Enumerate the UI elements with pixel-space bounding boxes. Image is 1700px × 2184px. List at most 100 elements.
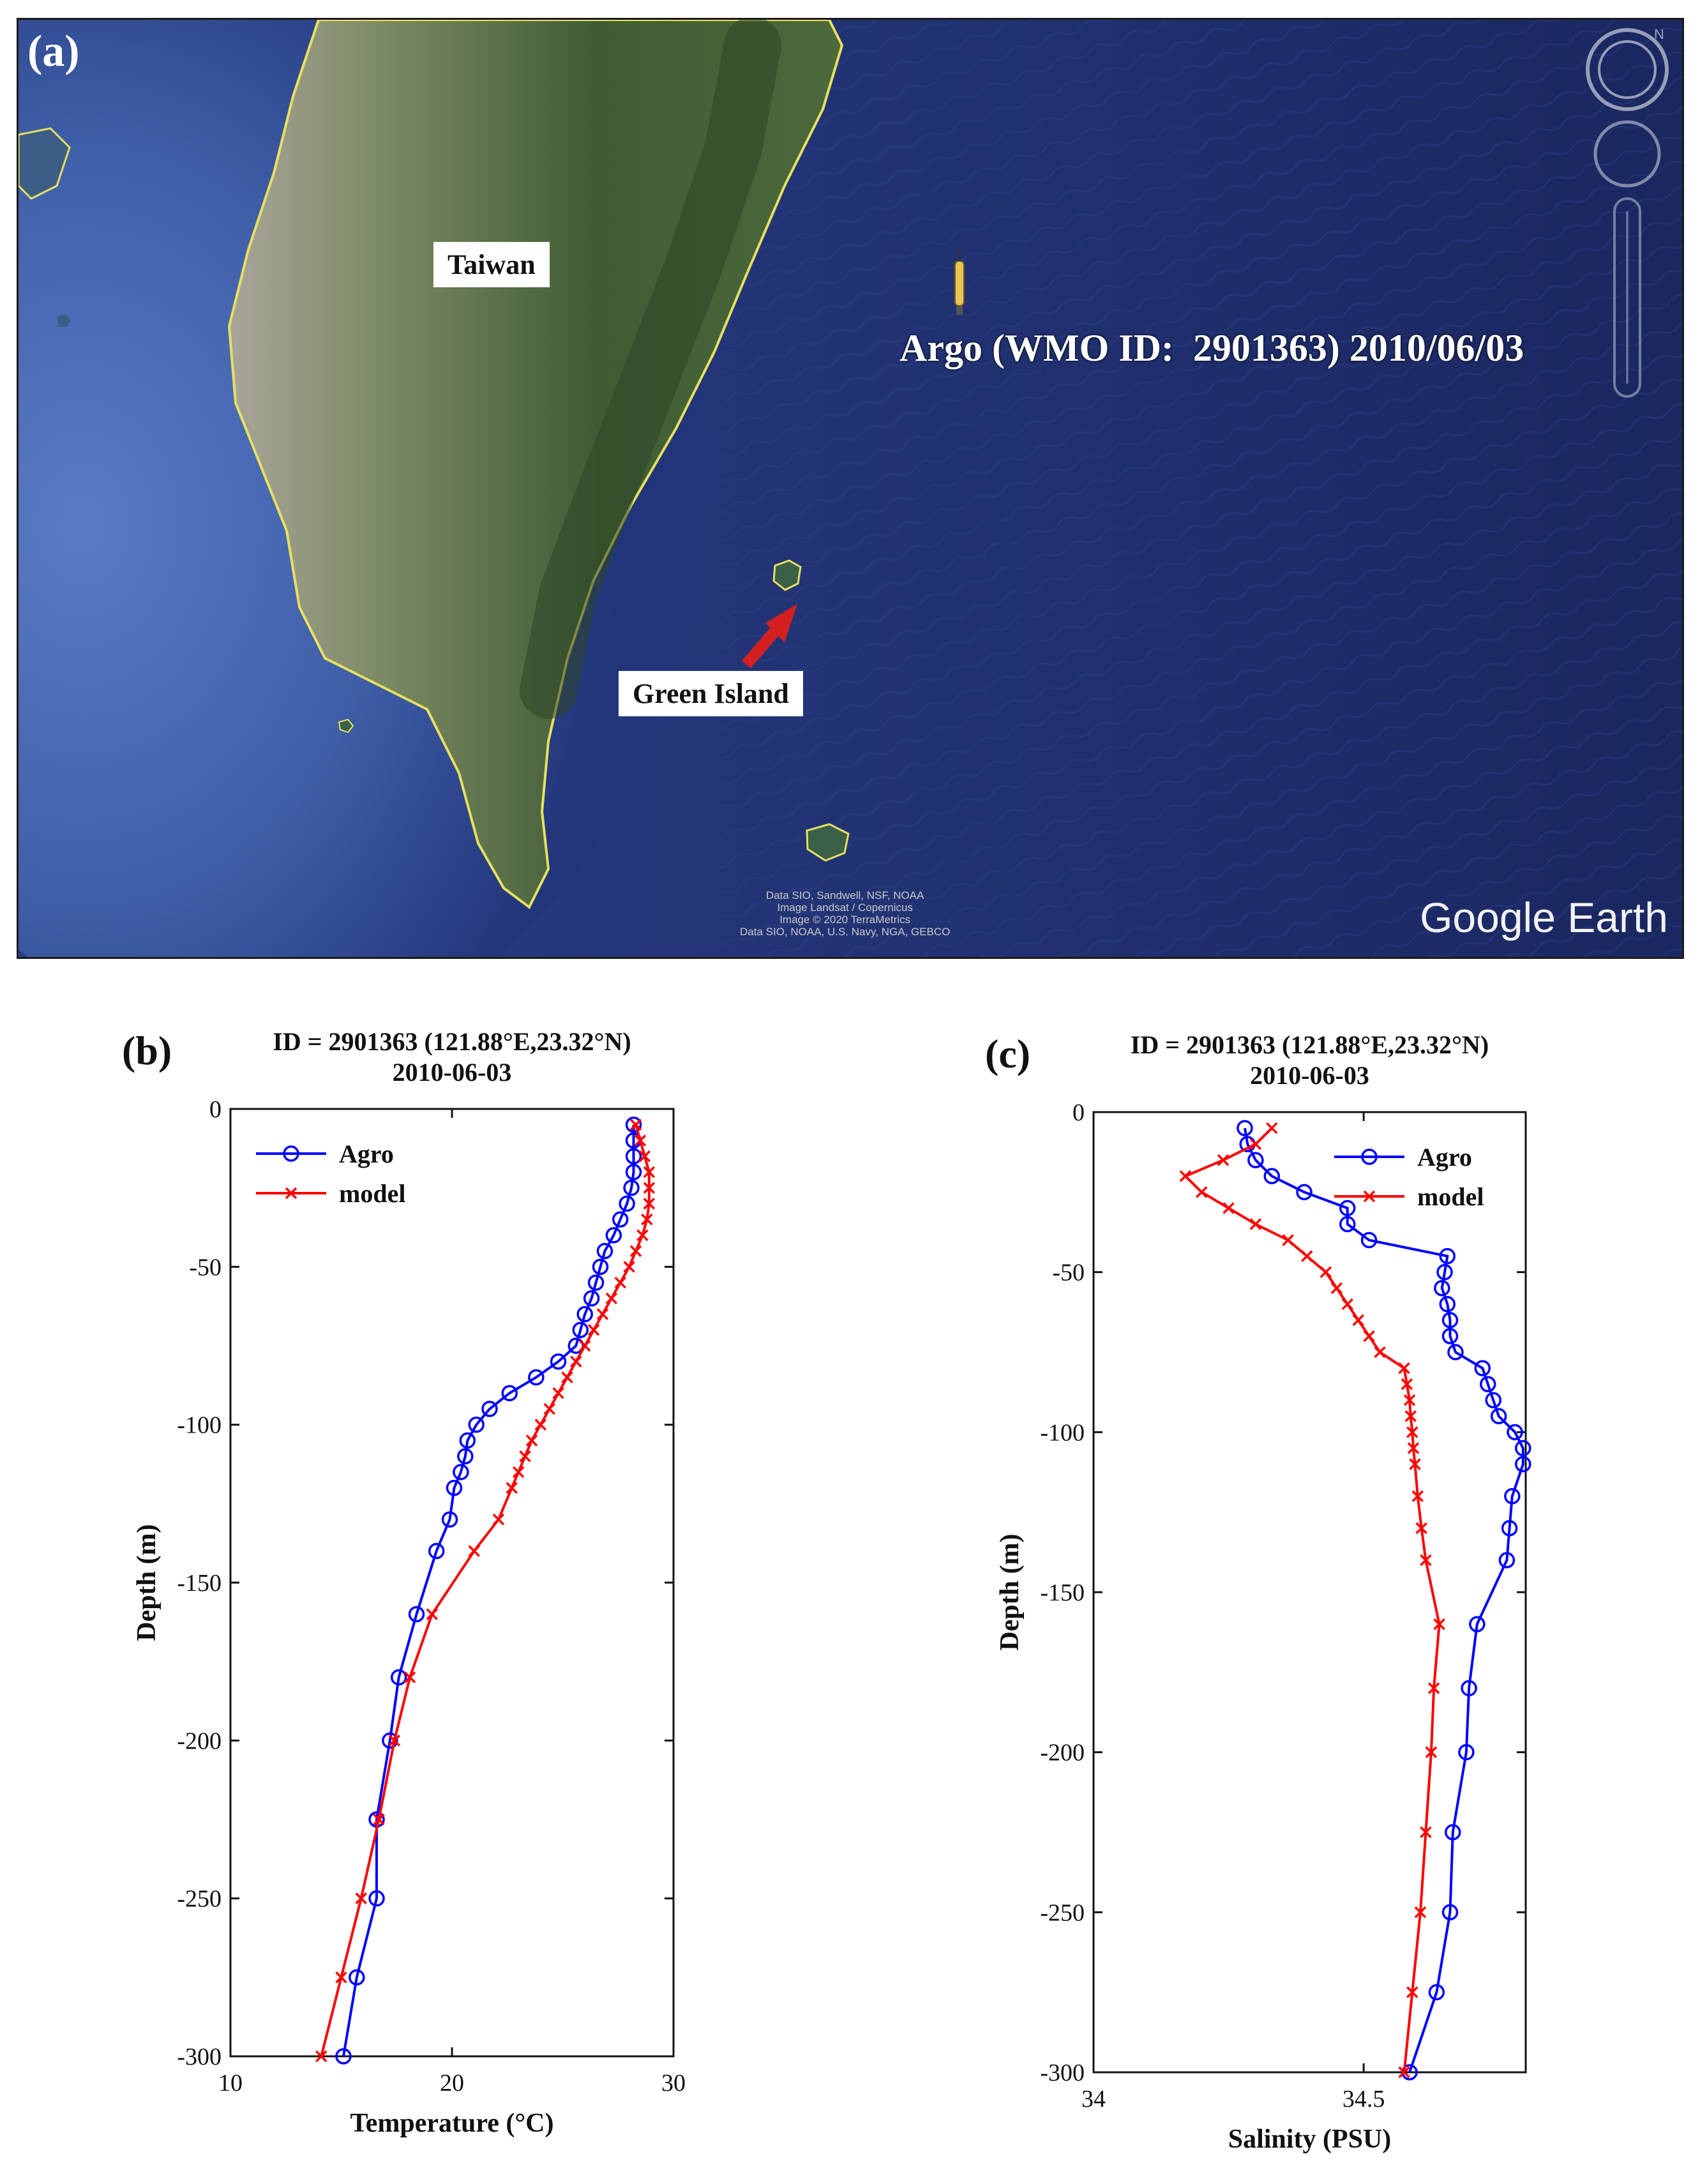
data-point [428,1542,445,1560]
data-point [605,1292,618,1305]
data-point [1427,1682,1440,1694]
data-point [1498,1552,1516,1569]
legend-label: model [1417,1182,1484,1211]
data-point [1301,1250,1313,1262]
data-point [587,1274,605,1291]
data-point [1179,1170,1192,1182]
small-islet [57,314,71,327]
data-point [501,1385,518,1401]
data-point [643,1166,656,1179]
data-point [1485,1392,1501,1408]
data-point [1398,1362,1410,1374]
data-point [568,1337,585,1354]
data-point [1441,1312,1459,1329]
data-point [1441,1328,1459,1344]
legend-entry: model [256,1179,405,1208]
series-line [1244,1127,1524,2073]
red-arrow-icon [742,604,797,668]
data-point [315,2050,327,2063]
data-point [614,1276,626,1289]
data-point [1401,1378,1413,1390]
data-point [1401,2064,1418,2081]
x-axis-label: Salinity (PSU) [1228,2125,1392,2154]
data-point [1461,1680,1477,1697]
data-point [1420,1554,1432,1567]
y-axis-label: Depth (m) [995,1533,1025,1650]
data-point [623,1261,635,1273]
data-point [629,1118,642,1131]
y-tick-label: -150 [1040,1579,1085,1606]
data-point [1415,1522,1427,1534]
series-line [342,1124,635,2057]
data-point [1341,1298,1353,1311]
temperature-profile-chart: (b) ID = 2901363 (121.88°E,23.32°N)2010-0… [122,1027,686,2138]
chart-title: ID = 2901363 (121.88°E,23.32°N) [273,1027,631,1056]
y-tick-label: 0 [1072,1099,1085,1126]
data-point [1266,1122,1278,1134]
data-point [468,1545,480,1557]
data-point [1320,1266,1332,1278]
attribution-line: Data SIO, Sandwell, NSF, NOAA [765,889,924,901]
google-earth-logo: Google Earth [1420,894,1668,941]
legend-label: Agro [339,1140,394,1168]
data-point [1330,1282,1343,1294]
data-point [623,1179,640,1196]
legend-entry: Agro [1334,1143,1472,1171]
data-point [1441,1904,1459,1921]
data-point [596,1242,613,1260]
data-point [1249,1138,1262,1150]
data-point [368,1890,385,1907]
data-point [578,1339,591,1352]
data-point [634,1134,647,1147]
y-tick-label: -50 [1052,1260,1085,1286]
data-point [596,1308,609,1320]
data-point [1433,1618,1445,1630]
data-point [534,1419,547,1431]
data-point [506,1482,518,1494]
look-control-icon[interactable] [1593,120,1661,188]
data-point [1445,1824,1461,1841]
data-point [1411,1490,1424,1502]
data-point [453,1464,469,1480]
data-point [512,1466,525,1479]
data-point [625,1164,642,1180]
orchid-island [806,823,850,862]
legend-marker [1361,1148,1378,1165]
data-point [1436,1263,1453,1281]
data-point [355,1892,367,1904]
legend-marker [285,1187,297,1200]
seafloor-ridges [721,20,1682,957]
data-point [641,1213,653,1226]
data-point [643,1182,656,1194]
data-point [373,1813,385,1826]
data-point [335,1971,347,1984]
taiwan-label: Taiwan [433,242,550,287]
x-tick-label: 34.5 [1343,2086,1385,2112]
data-point [335,2048,352,2065]
x-axis-label: Temperature (°C) [350,2109,554,2138]
data-point [1403,1394,1416,1406]
y-tick-label: 0 [209,1096,222,1123]
data-point [1222,1202,1235,1214]
svg-text:N: N [1654,26,1664,42]
data-point [625,1116,642,1133]
data-point [1406,1426,1418,1438]
data-point [619,1195,635,1212]
data-point [1398,2066,1410,2079]
x-tick-label: 10 [218,2070,243,2097]
compass-icon[interactable]: N [1586,26,1669,111]
series-line [1183,1127,1441,2073]
satellite-map: N (a) Taiwan Green Island Argo (WMO ID: … [17,18,1684,959]
data-point [1414,1906,1427,1918]
panel-letter: (b) [122,1028,172,1073]
argo-float-icon [954,247,965,315]
data-point [572,1322,589,1339]
data-point [1363,1330,1375,1343]
data-point [1447,1344,1464,1360]
data-point [390,1669,407,1686]
y-tick-label: -100 [177,1412,222,1439]
y-tick-label: -200 [177,1728,222,1754]
zoom-slider-icon[interactable] [1613,197,1641,398]
data-point [629,1245,642,1257]
data-point [550,1353,567,1370]
